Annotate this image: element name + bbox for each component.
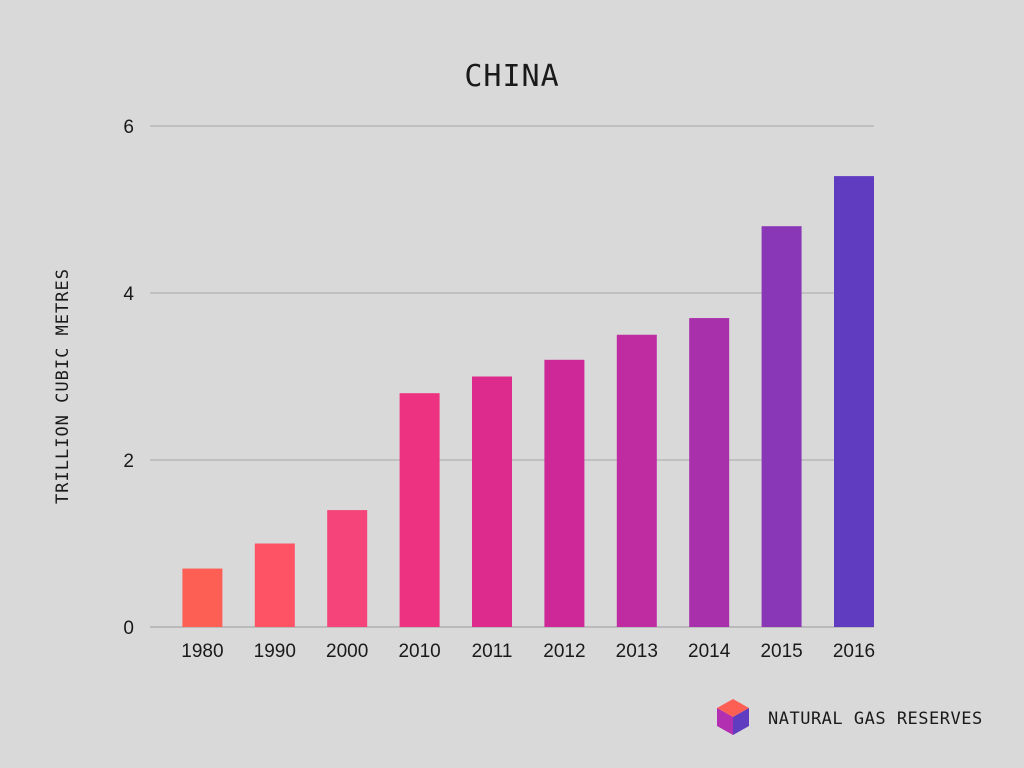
y-tick-label: 0: [123, 618, 134, 639]
bar-1980: [182, 568, 223, 627]
x-tick-label: 2000: [326, 641, 368, 662]
x-tick-label: 2011: [472, 641, 513, 662]
x-tick-label: 2013: [616, 641, 658, 662]
bar-2011: [472, 376, 512, 627]
bar-2013: [616, 334, 657, 627]
cube-icon: [716, 698, 750, 741]
x-tick-label: 2012: [543, 641, 585, 662]
footer: NATURAL GAS RESERVES: [716, 698, 983, 741]
bar-2015: [761, 226, 802, 627]
y-axis-ticks: 0 2 4 6: [123, 117, 134, 639]
bars: [182, 176, 874, 627]
y-tick-label: 6: [123, 117, 134, 138]
chart-title: CHINA: [464, 59, 559, 94]
y-tick-label: 2: [123, 451, 134, 472]
x-tick-label: 2015: [760, 641, 802, 662]
x-tick-label: 2016: [833, 641, 875, 662]
footer-label: NATURAL GAS RESERVES: [768, 709, 983, 729]
x-tick-label: 2014: [688, 641, 731, 662]
bar-2012: [544, 359, 585, 627]
y-axis-label: TRILLION CUBIC METRES: [53, 268, 73, 504]
y-tick-label: 4: [123, 284, 134, 305]
x-tick-label: 2010: [398, 641, 440, 662]
bar-2014: [689, 318, 730, 627]
bar-2010: [399, 393, 440, 627]
bar-2000: [327, 510, 368, 627]
x-tick-label: 1980: [181, 641, 223, 662]
bar-1990: [254, 543, 295, 627]
x-tick-label: 1990: [254, 641, 296, 662]
x-axis-ticks: 1980 1990 2000 2010 2011 2012 2013 2014 2015 2016: [181, 641, 875, 662]
bar-2016: [834, 176, 874, 627]
